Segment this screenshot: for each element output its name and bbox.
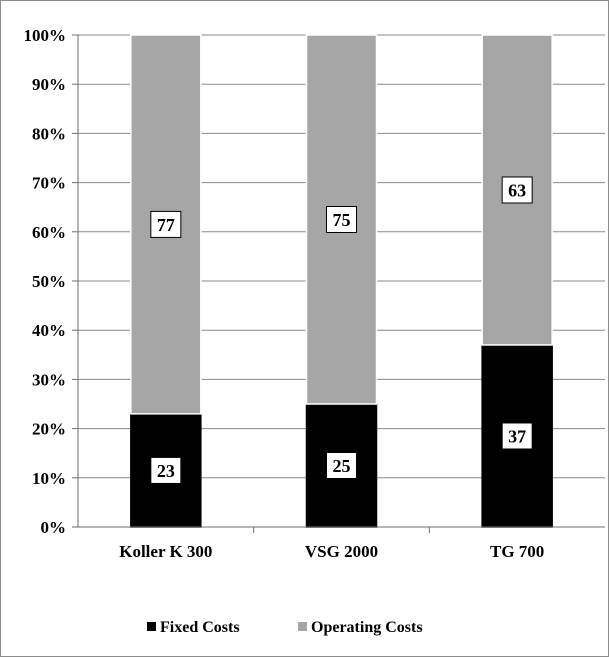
data-label: 23 (157, 461, 175, 481)
data-label-box (501, 176, 533, 204)
data-label: 63 (508, 180, 526, 200)
y-tick-label: 0% (41, 518, 67, 537)
data-label: 25 (333, 456, 351, 476)
legend-swatch (298, 622, 307, 631)
y-tick-label: 10% (32, 469, 66, 488)
x-tick-label: TG 700 (490, 542, 544, 561)
y-tick-label: 70% (32, 174, 66, 193)
data-label-box (150, 210, 182, 238)
y-tick-label: 100% (24, 26, 67, 45)
y-tick-label: 20% (32, 420, 66, 439)
axes (72, 34, 605, 533)
data-label: 37 (508, 426, 526, 446)
y-tick-label: 50% (32, 272, 66, 291)
x-tick-label: VSG 2000 (305, 542, 378, 561)
data-label-box (501, 422, 533, 450)
y-tick-labels: 0% 10% 20% 30% 40% 50% 60% 70% 80% 90% 100% (24, 26, 67, 537)
data-label: 77 (157, 215, 175, 235)
y-tick-label: 40% (32, 321, 66, 340)
y-tick-label: 80% (32, 124, 66, 143)
data-labels: 23 77 25 75 37 63 (150, 176, 533, 484)
legend-label: Operating Costs (311, 619, 423, 636)
x-tick-label: Koller K 300 (119, 542, 212, 561)
y-tick-label: 90% (32, 75, 66, 94)
data-label-box (326, 206, 357, 233)
y-tick-label: 30% (32, 370, 66, 389)
data-label-box (150, 456, 182, 484)
y-tick-label: 60% (32, 223, 66, 242)
x-tick-labels: Koller K 300 VSG 2000 TG 700 (119, 542, 544, 561)
legend: Fixed Costs Operating Costs (147, 619, 423, 636)
data-label-box (326, 452, 357, 479)
legend-label: Fixed Costs (160, 619, 240, 636)
legend-swatch (147, 622, 156, 631)
data-label: 75 (333, 210, 351, 230)
